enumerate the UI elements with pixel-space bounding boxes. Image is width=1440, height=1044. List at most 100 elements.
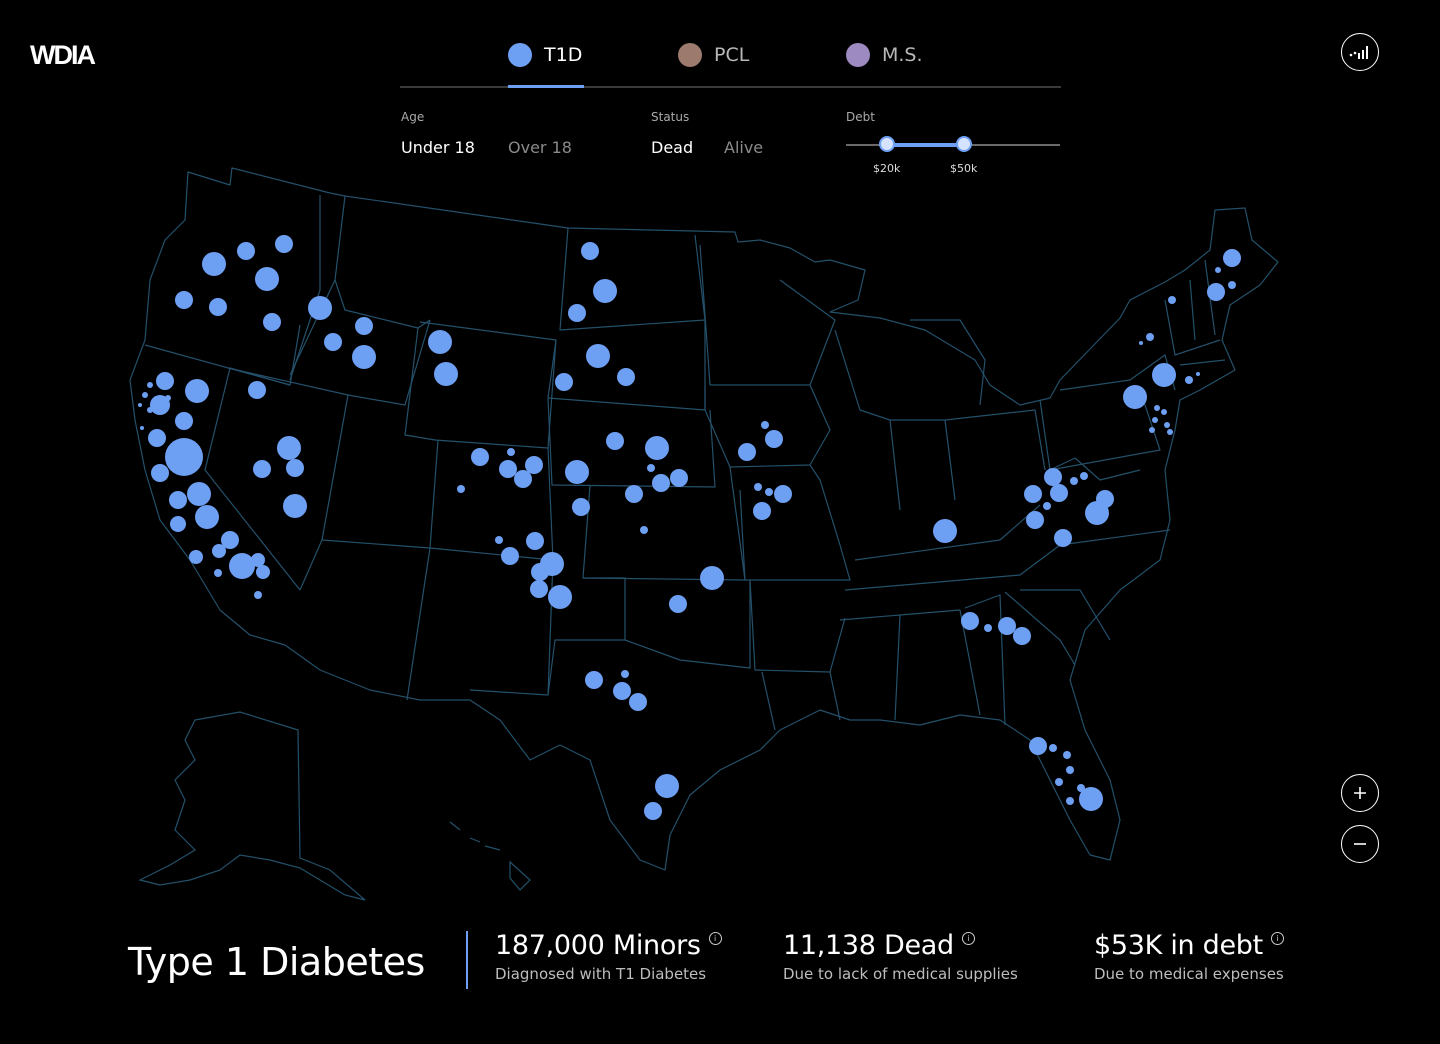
case-bubble[interactable]	[150, 395, 170, 415]
case-bubble[interactable]	[169, 491, 187, 509]
case-bubble[interactable]	[1066, 766, 1074, 774]
case-bubble[interactable]	[457, 485, 465, 493]
case-bubble[interactable]	[175, 412, 193, 430]
case-bubble[interactable]	[700, 566, 724, 590]
case-bubble[interactable]	[1029, 737, 1047, 755]
case-bubble[interactable]	[998, 617, 1016, 635]
case-bubble[interactable]	[1050, 484, 1068, 502]
case-bubble[interactable]	[754, 483, 762, 491]
case-bubble[interactable]	[761, 421, 769, 429]
case-bubble[interactable]	[1223, 249, 1241, 267]
case-bubble[interactable]	[738, 443, 756, 461]
age-option-under-18[interactable]: Under 18	[401, 138, 475, 157]
case-bubble[interactable]	[202, 252, 226, 276]
case-bubble[interactable]	[251, 553, 265, 567]
case-bubble[interactable]	[189, 550, 203, 564]
case-bubble[interactable]	[652, 474, 670, 492]
case-bubble[interactable]	[1079, 787, 1103, 811]
case-bubble[interactable]	[1026, 511, 1044, 529]
case-bubble[interactable]	[1185, 376, 1193, 384]
case-bubble[interactable]	[647, 464, 655, 472]
case-bubble[interactable]	[1149, 427, 1155, 433]
case-bubble[interactable]	[355, 317, 373, 335]
case-bubble[interactable]	[514, 470, 532, 488]
case-bubble[interactable]	[138, 403, 142, 407]
case-bubble[interactable]	[669, 595, 687, 613]
case-bubble[interactable]	[1152, 417, 1158, 423]
case-bubble[interactable]	[147, 407, 153, 413]
case-bubble[interactable]	[1055, 778, 1063, 786]
case-bubble[interactable]	[263, 313, 281, 331]
case-bubble[interactable]	[156, 372, 174, 390]
case-bubble[interactable]	[471, 448, 489, 466]
case-bubble[interactable]	[324, 333, 342, 351]
case-bubble[interactable]	[565, 460, 589, 484]
case-bubble[interactable]	[434, 362, 458, 386]
case-bubble[interactable]	[1085, 501, 1109, 525]
slider-max-handle[interactable]	[956, 136, 972, 152]
case-bubble[interactable]	[1066, 797, 1074, 805]
case-bubble[interactable]	[1228, 281, 1236, 289]
case-bubble[interactable]	[1044, 468, 1062, 486]
case-bubble[interactable]	[229, 553, 255, 579]
case-bubble[interactable]	[275, 235, 293, 253]
case-bubble[interactable]	[142, 392, 148, 398]
case-bubble[interactable]	[352, 345, 376, 369]
case-bubble[interactable]	[283, 494, 307, 518]
status-option-dead[interactable]: Dead	[651, 138, 694, 157]
case-bubble[interactable]	[209, 298, 227, 316]
info-icon[interactable]: i	[1270, 932, 1284, 945]
case-bubble[interactable]	[961, 612, 979, 630]
case-bubble[interactable]	[606, 432, 624, 450]
case-bubble[interactable]	[1024, 485, 1042, 503]
case-bubble[interactable]	[1164, 422, 1170, 428]
case-bubble[interactable]	[586, 344, 610, 368]
case-bubble[interactable]	[1152, 363, 1176, 387]
case-bubble[interactable]	[765, 488, 773, 496]
case-bubble[interactable]	[1146, 333, 1154, 341]
case-bubble[interactable]	[530, 580, 548, 598]
case-bubble[interactable]	[644, 802, 662, 820]
case-bubble[interactable]	[254, 591, 262, 599]
case-bubble[interactable]	[526, 532, 544, 550]
case-bubble[interactable]	[501, 547, 519, 565]
case-bubble[interactable]	[308, 296, 332, 320]
case-bubble[interactable]	[256, 565, 270, 579]
case-bubble[interactable]	[572, 498, 590, 516]
case-bubble[interactable]	[253, 460, 271, 478]
case-bubble[interactable]	[753, 502, 771, 520]
case-bubble[interactable]	[1167, 429, 1173, 435]
case-bubble[interactable]	[593, 279, 617, 303]
tab-ms[interactable]: M.S.	[846, 38, 923, 72]
case-bubble[interactable]	[617, 368, 635, 386]
case-bubble[interactable]	[1168, 296, 1176, 304]
case-bubble[interactable]	[187, 482, 211, 506]
case-bubble[interactable]	[248, 381, 266, 399]
case-bubble[interactable]	[625, 485, 643, 503]
case-bubble[interactable]	[175, 291, 193, 309]
case-bubble[interactable]	[151, 464, 169, 482]
case-bubble[interactable]	[531, 563, 549, 581]
case-bubble[interactable]	[165, 395, 171, 401]
tab-pcl[interactable]: PCL	[678, 38, 749, 72]
case-bubble[interactable]	[170, 516, 186, 532]
age-option-over-18[interactable]: Over 18	[508, 138, 572, 157]
case-bubble[interactable]	[1077, 784, 1085, 792]
zoom-out-button[interactable]	[1341, 825, 1379, 863]
case-bubble[interactable]	[655, 774, 679, 798]
case-bubble[interactable]	[277, 436, 301, 460]
case-bubble[interactable]	[1196, 372, 1200, 376]
case-bubble[interactable]	[148, 429, 166, 447]
case-bubble[interactable]	[629, 693, 647, 711]
case-bubble[interactable]	[555, 373, 573, 391]
slider-min-handle[interactable]	[879, 136, 895, 152]
case-bubble[interactable]	[1063, 751, 1071, 759]
case-bubble[interactable]	[1043, 502, 1051, 510]
case-bubble[interactable]	[165, 438, 203, 476]
case-bubble[interactable]	[1139, 341, 1143, 345]
case-bubble[interactable]	[1080, 472, 1088, 480]
case-bubble[interactable]	[1070, 477, 1078, 485]
case-bubble[interactable]	[1207, 283, 1225, 301]
zoom-in-button[interactable]	[1341, 774, 1379, 812]
status-option-alive[interactable]: Alive	[724, 138, 764, 157]
